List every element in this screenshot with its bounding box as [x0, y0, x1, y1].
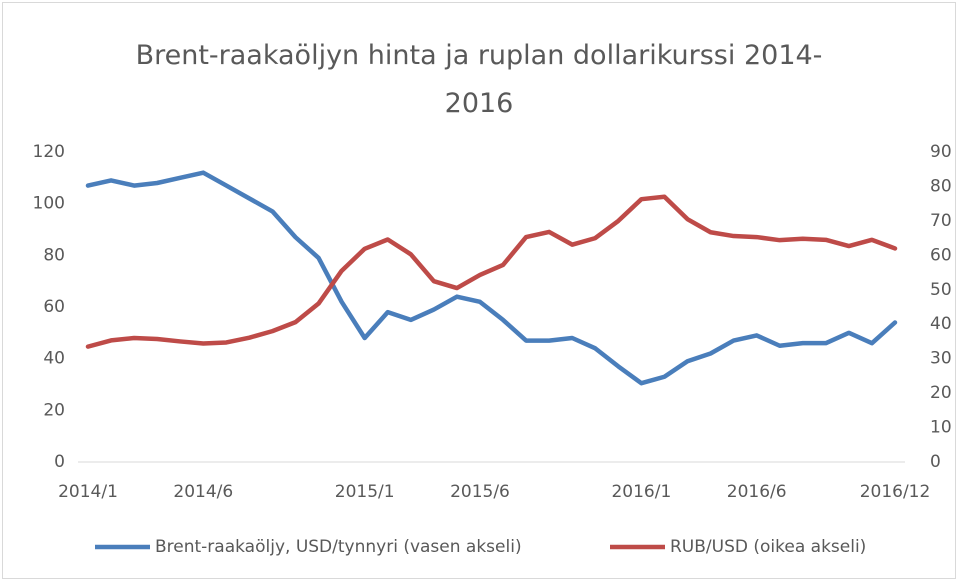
legend-label: RUB/USD (oikea akseli) [670, 537, 866, 557]
y-tick-label: 60 [43, 297, 65, 317]
y2-tick-label: 40 [930, 314, 952, 334]
y2-tick-label: 0 [930, 452, 941, 472]
x-tick-label: 2016/6 [727, 482, 787, 502]
y-tick-label: 100 [33, 194, 65, 214]
y2-tick-label: 50 [930, 280, 952, 300]
y2-tick-label: 10 [930, 418, 952, 438]
x-tick-label: 2014/6 [173, 482, 233, 502]
y2-tick-label: 70 [930, 211, 952, 231]
x-tick-label: 2016/12 [860, 482, 931, 502]
y-tick-label: 80 [43, 245, 65, 265]
x-tick-label: 2016/1 [611, 482, 671, 502]
x-tick-label: 2015/1 [335, 482, 395, 502]
chart-title: Brent-raakaöljyn hinta ja ruplan dollari… [135, 40, 823, 119]
y-tick-label: 120 [33, 142, 65, 162]
y2-tick-label: 90 [930, 142, 952, 162]
y-tick-label: 20 [43, 400, 65, 420]
series-line [85, 170, 898, 386]
y-tick-label: 40 [43, 349, 65, 369]
legend-label: Brent-raakaöljy, USD/tynnyri (vasen akse… [155, 537, 522, 557]
y2-tick-label: 30 [930, 349, 952, 369]
series-line [85, 194, 898, 349]
x-tick-label: 2014/1 [58, 482, 118, 502]
y2-tick-label: 80 [930, 176, 952, 196]
y-tick-label: 0 [54, 452, 65, 472]
x-tick-label: 2015/6 [450, 482, 510, 502]
y2-tick-label: 20 [930, 383, 952, 403]
y2-tick-label: 60 [930, 245, 952, 265]
